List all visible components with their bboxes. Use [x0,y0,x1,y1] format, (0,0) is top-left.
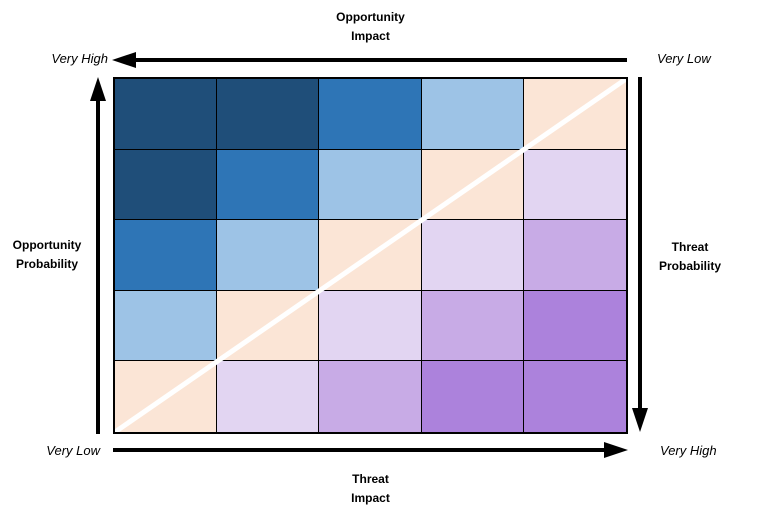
matrix-cell-r1c3-opportunity-high [319,79,422,150]
matrix-cell-r1c1-opportunity-very-high [115,79,218,150]
top-axis-title-line2: Impact [351,29,390,43]
right-axis-title-line2: Probability [658,259,721,273]
matrix-cell-r3c4-threat-medium [421,220,524,291]
matrix-cell-r2c2-opportunity-high [217,149,320,221]
matrix-cell-r4c1-opportunity-medium [115,290,218,362]
matrix-cell-r5c5-threat-very-high [523,361,626,432]
matrix-cell-r4c2-neutral-diagonal-band [217,290,320,362]
matrix-cell-r5c2-threat-medium [217,361,320,432]
left-axis-title: Opportunity Probability [0,236,94,274]
bottom-axis-title-line1: Threat [352,472,389,486]
matrix-cell-r4c4-threat-high [421,290,524,362]
bottom-axis-title-line2: Impact [351,491,390,505]
matrix-cell-r3c1-opportunity-high [115,220,218,291]
matrix-cell-r5c1-neutral-diagonal-band [115,361,218,432]
bottom-right-scale-label: Very High [660,443,717,458]
bottom-left-scale-label: Very Low [46,443,100,458]
top-right-scale-label: Very Low [657,51,711,66]
matrix-cell-r2c3-opportunity-medium [319,149,422,221]
top-axis-title: Opportunity Impact [113,8,628,46]
top-axis-title-line1: Opportunity [336,10,405,24]
bottom-axis-title: Threat Impact [113,470,628,508]
matrix-cell-r1c5-neutral-diagonal-band [523,79,626,150]
left-axis-title-line2: Probability [15,257,78,271]
left-axis-title-line1: Opportunity [12,238,82,252]
matrix-cell-r2c4-neutral-diagonal-band [421,149,524,221]
matrix-cell-r3c5-threat-high [523,220,626,291]
right-axis-title: Threat Probability [640,238,740,276]
matrix-cell-r4c5-threat-very-high [523,290,626,362]
opportunity-impact-arrow [112,52,627,68]
matrix-cell-r1c4-opportunity-medium [421,79,524,150]
matrix-cell-r5c4-threat-very-high [421,361,524,432]
matrix-cell-r1c2-opportunity-very-high [217,79,320,150]
matrix-cell-r3c3-neutral-diagonal-band [319,220,422,291]
matrix-cell-r2c1-opportunity-very-high [115,149,218,221]
matrix-cell-r2c5-threat-medium [523,149,626,221]
matrix-cell-r3c2-opportunity-medium [217,220,320,291]
matrix-cell-r4c3-threat-medium [319,290,422,362]
threat-impact-arrow [113,442,628,458]
top-left-scale-label: Very High [51,51,108,66]
right-axis-title-line1: Threat [671,240,709,254]
matrix-cell-r5c3-threat-high [319,361,422,432]
matrix-grid [113,77,628,434]
